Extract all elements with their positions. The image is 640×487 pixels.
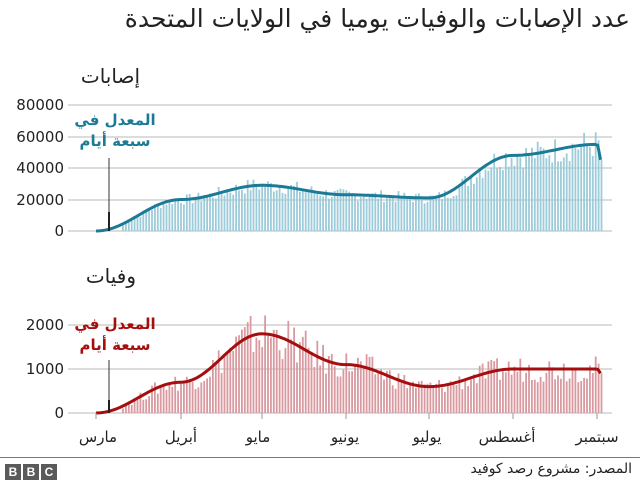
svg-text:مايو: مايو: [245, 428, 271, 446]
x-axis-labels: مارس أبريل مايو يونيو يوليو أغسطس سبتمبر: [79, 427, 619, 446]
svg-text:0: 0: [54, 222, 64, 240]
deaths-average-line: [95, 332, 602, 415]
cases-panel-title: إصابات: [80, 64, 140, 88]
deaths-bars: [122, 315, 603, 413]
svg-text:20000: 20000: [16, 191, 64, 209]
svg-text:1000: 1000: [26, 360, 64, 378]
cases-average-line: [95, 142, 603, 233]
svg-text:60000: 60000: [16, 128, 64, 146]
svg-text:أغسطس: أغسطس: [479, 427, 536, 446]
deaths-average-annotation: المعدل في سبعة أيام: [74, 315, 156, 354]
svg-text:40000: 40000: [16, 159, 64, 177]
svg-text:يوليو: يوليو: [412, 428, 442, 446]
cases-y-axis: 80000 60000 40000 20000 0: [16, 96, 64, 240]
svg-text:يونيو: يونيو: [330, 428, 359, 446]
footer-divider: [0, 457, 640, 458]
svg-text:80000: 80000: [16, 96, 64, 114]
deaths-y-axis: 2000 1000 0: [26, 316, 64, 422]
chart-title: عدد الإصابات والوفيات يوميا في الولايات …: [124, 4, 630, 33]
svg-text:مارس: مارس: [79, 428, 117, 446]
deaths-panel-title: وفيات: [85, 264, 136, 288]
cases-bars: [122, 132, 603, 231]
svg-text:2000: 2000: [26, 316, 64, 334]
cases-average-annotation: المعدل في سبعة أيام: [74, 111, 156, 150]
svg-text:سبتمبر: سبتمبر: [574, 428, 618, 446]
svg-text:0: 0: [54, 404, 64, 422]
svg-text:أبريل: أبريل: [165, 427, 197, 446]
x-axis-ticks: [95, 413, 598, 419]
source-note: المصدر: مشروع رصد كوفيد: [470, 461, 632, 477]
